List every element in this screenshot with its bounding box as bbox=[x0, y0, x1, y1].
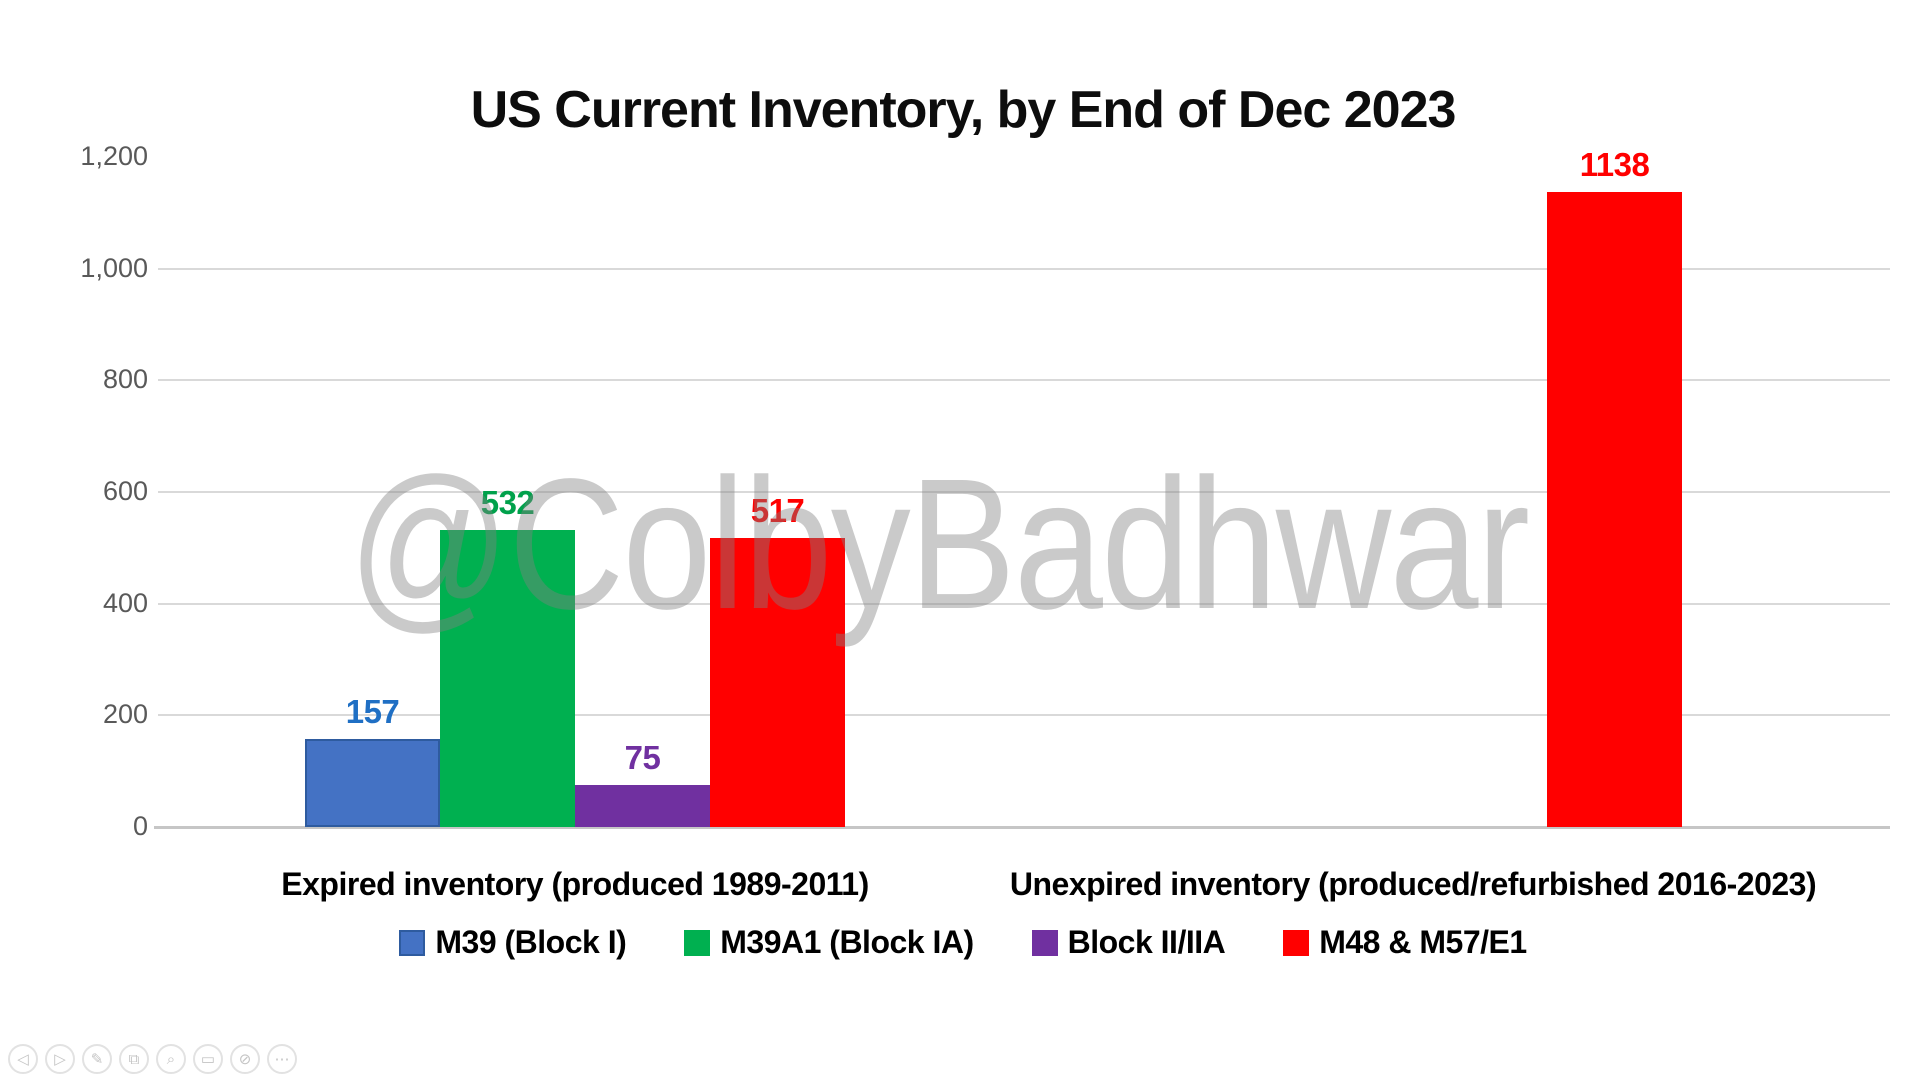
gridline-800 bbox=[158, 379, 1890, 382]
bar-value-label: 157 bbox=[345, 693, 400, 730]
bar-m48-m57-e1-cat2 bbox=[1547, 192, 1682, 827]
legend-item-block-ii-iia: Block II/IIA bbox=[1031, 924, 1226, 961]
legend-swatch-icon bbox=[399, 929, 426, 956]
next-slide-button[interactable]: ▷ bbox=[45, 1044, 75, 1074]
more-options-icon: ⋯ bbox=[274, 1051, 290, 1068]
legend-item-m39-block-i: M39 (Block I) bbox=[399, 924, 627, 961]
bar-m48-m57-e1-cat1 bbox=[710, 538, 845, 827]
camera-button[interactable]: ⊘ bbox=[230, 1044, 260, 1074]
legend-label: M39A1 (Block IA) bbox=[720, 924, 974, 960]
legend-label: M48 & M57/E1 bbox=[1319, 924, 1527, 960]
gridline-1000 bbox=[158, 267, 1890, 270]
slideshow-toolbar: ◁ ▷ ✎ ⧉ ⌕ ▭ ⊘ ⋯ bbox=[8, 1044, 297, 1074]
gridline-600 bbox=[158, 491, 1890, 493]
legend-item-m48-m57-e1: M48 & M57/E1 bbox=[1283, 924, 1527, 961]
legend-swatch-icon bbox=[1031, 929, 1058, 956]
bar-m39a1-block-ia-cat1 bbox=[440, 530, 575, 827]
y-tick-label-800: 800 bbox=[102, 364, 148, 395]
y-tick-label-200: 200 bbox=[102, 699, 148, 730]
zoom-slide-icon: ⌕ bbox=[166, 1050, 176, 1068]
chart-legend: M39 (Block I) M39A1 (Block IA) Block II/II… bbox=[0, 924, 1926, 961]
y-tick-label-600: 600 bbox=[102, 476, 148, 506]
y-tick-label-1000: 1,000 bbox=[80, 252, 148, 283]
bar-value-label: 532 bbox=[480, 484, 535, 521]
pen-icon: ✎ bbox=[90, 1051, 104, 1068]
bar-value-label: 517 bbox=[750, 492, 805, 529]
bar-value-label: 1138 bbox=[1579, 146, 1650, 183]
y-tick-label-0: 0 bbox=[132, 811, 148, 841]
x-axis-line bbox=[154, 826, 1890, 829]
y-tick-label-1200: 1,200 bbox=[80, 141, 148, 171]
legend-item-m39a1-block-ia: M39A1 (Block IA) bbox=[684, 924, 974, 961]
gridline-400 bbox=[158, 602, 1890, 605]
legend-label: M39 (Block I) bbox=[435, 924, 627, 960]
pen-button[interactable]: ✎ bbox=[82, 1044, 112, 1074]
more-options-button[interactable]: ⋯ bbox=[267, 1044, 297, 1074]
see-all-slides-button[interactable]: ⧉ bbox=[119, 1044, 149, 1074]
chart-title: US Current Inventory, by End of Dec 2023 bbox=[470, 81, 1457, 139]
legend-label: Block II/IIA bbox=[1067, 924, 1226, 960]
captions-button[interactable]: ▭ bbox=[193, 1044, 223, 1074]
next-slide-icon: ▷ bbox=[54, 1051, 66, 1068]
legend-swatch-icon bbox=[1283, 929, 1310, 956]
category-label-1: Expired inventory (produced 1989-2011) bbox=[281, 866, 869, 902]
camera-icon: ⊘ bbox=[238, 1051, 252, 1068]
legend-swatch-icon bbox=[684, 929, 711, 956]
zoom-slide-button[interactable]: ⌕ bbox=[156, 1044, 186, 1074]
captions-icon: ▭ bbox=[200, 1051, 216, 1068]
y-tick-label-400: 400 bbox=[102, 587, 148, 618]
see-all-slides-icon: ⧉ bbox=[128, 1050, 140, 1068]
bar-value-label: 75 bbox=[624, 739, 661, 776]
gridline-200 bbox=[158, 714, 1890, 717]
previous-slide-button[interactable]: ◁ bbox=[8, 1044, 38, 1074]
category-label-2: Unexpired inventory (produced/refurbishe… bbox=[1009, 866, 1817, 902]
bar-block-ii-iia-cat1 bbox=[575, 785, 710, 827]
previous-slide-icon: ◁ bbox=[17, 1051, 29, 1068]
bar-m39-block-i-cat1 bbox=[305, 739, 440, 827]
